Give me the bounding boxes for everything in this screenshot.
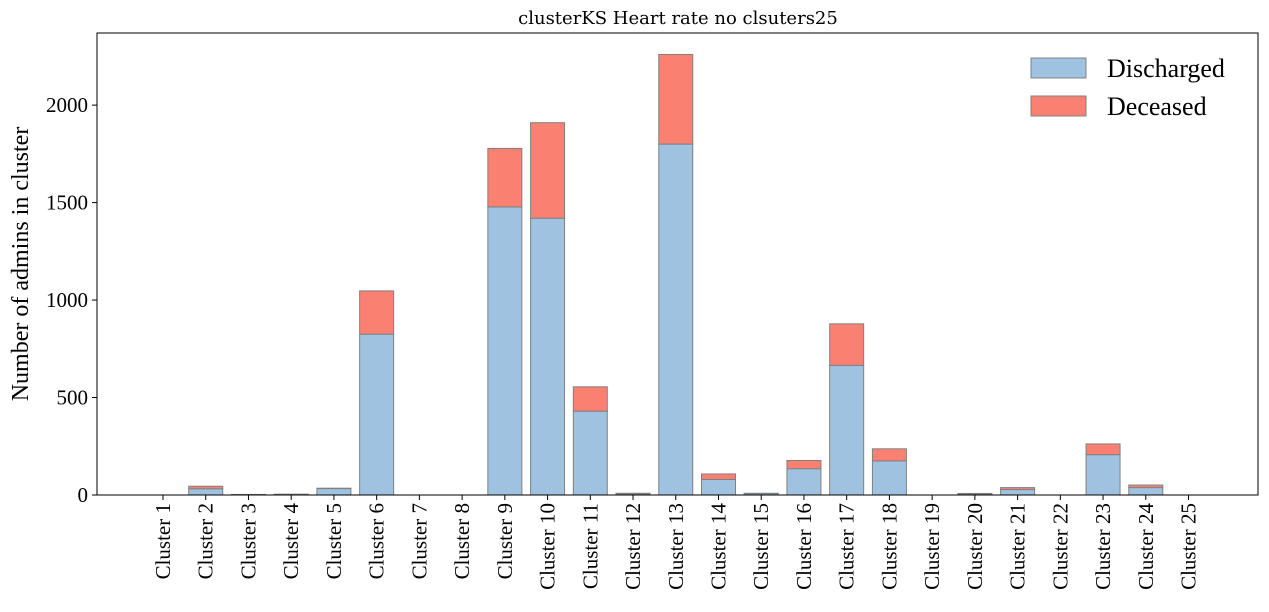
x-tick-label: Cluster 4 [279,503,303,580]
x-tick-label: Cluster 23 [1091,503,1115,590]
bar-discharged-21 [1000,489,1036,496]
x-tick-label: Cluster 25 [1177,503,1201,590]
x-tick-label: Cluster 6 [365,503,389,579]
y-axis-label: Number of admins in cluster [8,127,34,402]
x-tick-label: Cluster 1 [151,503,175,579]
x-tick-label: Cluster 18 [877,503,901,590]
x-tick-label: Cluster 12 [621,503,645,590]
x-tick-label: Cluster 13 [664,503,688,590]
x-tick-label: Cluster 24 [1134,503,1158,590]
y-tick-label: 2000 [46,93,88,117]
x-tick-label: Cluster 15 [749,503,773,590]
x-tick-label: Cluster 3 [236,503,260,579]
bar-discharged-10 [530,217,566,496]
bar-deceased-2 [188,485,224,490]
bar-deceased-18 [871,448,907,462]
x-tick-label: Cluster 17 [835,503,859,590]
bar-deceased-16 [786,460,822,470]
legend: Discharged Deceased [1030,54,1225,121]
x-tick-label: Cluster 2 [194,503,218,579]
bars-layer [188,53,1164,496]
x-tick-label: Cluster 19 [920,503,944,590]
y-tick-label: 0 [78,483,89,507]
bar-discharged-5 [316,488,352,496]
legend-label-discharged: Discharged [1107,54,1225,83]
x-tick-label: Cluster 16 [792,503,816,590]
x-tick-label: Cluster 8 [450,503,474,579]
x-tick-label: Cluster 9 [493,503,517,579]
bar-deceased-10 [530,122,566,219]
x-tick-label: Cluster 11 [578,503,602,589]
bar-deceased-17 [829,323,865,366]
x-tick-label: Cluster 22 [1048,503,1072,590]
x-tick-label: Cluster 14 [706,503,730,590]
bar-deceased-6 [359,290,395,335]
bar-deceased-9 [487,147,523,208]
bar-deceased-12 [615,492,651,495]
bar-discharged-18 [871,460,907,496]
bar-discharged-6 [359,333,395,496]
bar-discharged-13 [658,143,694,496]
bar-deceased-14 [700,473,736,480]
legend-swatch-discharged [1030,57,1087,79]
x-tick-label: Cluster 7 [407,503,431,579]
bar-discharged-11 [572,410,608,496]
bar-discharged-17 [829,364,865,496]
y-tick-label: 500 [57,386,89,410]
x-tick-label: Cluster 20 [963,503,987,590]
bar-deceased-11 [572,386,608,412]
legend-label-deceased: Deceased [1107,92,1207,121]
bar-discharged-14 [700,478,736,496]
bar-deceased-13 [658,53,694,145]
y-tick-label: 1000 [46,288,88,312]
bar-deceased-24 [1128,484,1164,489]
bar-deceased-23 [1085,443,1121,456]
x-tick-label: Cluster 21 [1006,503,1030,590]
legend-swatch-deceased [1030,95,1087,117]
x-tick-label: Cluster 10 [536,503,560,590]
y-tick-label: 1500 [46,191,88,215]
bar-discharged-24 [1128,487,1164,496]
bar-discharged-2 [188,488,224,496]
chart-title: clusterKS Heart rate no clsuters25 [518,8,838,29]
plot-frame [96,32,1259,496]
x-tick-label: Cluster 5 [322,503,346,579]
bar-discharged-9 [487,206,523,496]
bar-deceased-21 [1000,487,1036,491]
bar-deceased-20 [957,492,993,495]
axes-layer: 0 500 1000 1500 2000 Cluster 1 Cluster 2 Cluste… [46,32,1259,590]
bar-discharged-16 [786,468,822,496]
bar-discharged-23 [1085,454,1121,496]
